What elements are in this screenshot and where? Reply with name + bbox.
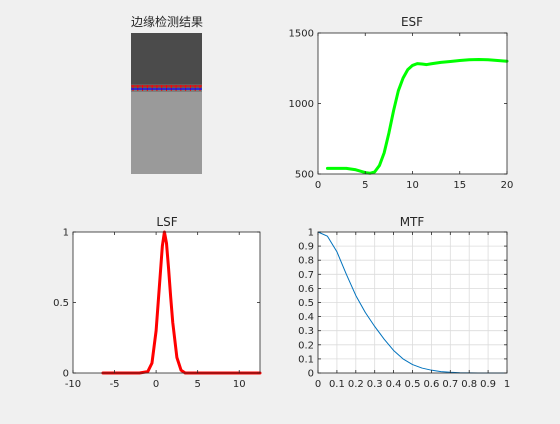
x-tick-label: -5 bbox=[110, 379, 120, 390]
edge-detection-panel: 边缘检测结果 bbox=[131, 14, 203, 174]
y-tick-label: 0.3 bbox=[298, 326, 314, 337]
y-tick-label: 0.7 bbox=[298, 270, 314, 281]
image-dark-region bbox=[131, 33, 202, 88]
edge-detection-image bbox=[131, 33, 202, 174]
x-tick-label: 0.8 bbox=[461, 379, 477, 390]
y-tick-label: 0.1 bbox=[298, 354, 314, 365]
y-tick-label: 1 bbox=[308, 228, 314, 239]
y-tick-label: 0.9 bbox=[298, 242, 314, 253]
lsf-title: LSF bbox=[156, 215, 177, 229]
mtf-panel: MTF 0 0.1 0.2 0.3 0.4 0.5 0.6 0.7 0.8 0.9 100.10.2… bbox=[298, 215, 510, 390]
x-tick-label: 0.5 bbox=[405, 379, 421, 390]
y-tick-label: 0 bbox=[63, 369, 69, 380]
x-tick-label: 20 bbox=[501, 180, 514, 191]
x-tick-label: 10 bbox=[406, 180, 419, 191]
y-tick-label: 1500 bbox=[289, 29, 314, 40]
x-tick-label: -10 bbox=[65, 379, 81, 390]
x-tick-label: 0.9 bbox=[480, 379, 496, 390]
x-tick-label: 0 bbox=[315, 379, 321, 390]
image-light-region bbox=[131, 87, 202, 174]
esf-plot-area: 0 5 10 15 20 500 1000 1500 bbox=[289, 29, 514, 192]
mtf-plot-area: 0 0.1 0.2 0.3 0.4 0.5 0.6 0.7 0.8 0.9 100.10.20.30… bbox=[298, 228, 510, 391]
mtf-title: MTF bbox=[400, 215, 425, 229]
x-tick-label: 0.7 bbox=[442, 379, 458, 390]
x-tick-label: 0.3 bbox=[367, 379, 383, 390]
edge-detection-title: 边缘检测结果 bbox=[131, 14, 203, 29]
x-tick-label: 0.4 bbox=[386, 379, 402, 390]
y-tick-label: 0 bbox=[308, 369, 314, 380]
y-tick-label: 0.5 bbox=[298, 298, 314, 309]
y-tick-label: 1 bbox=[63, 228, 69, 239]
y-tick-label: 0.5 bbox=[53, 298, 69, 309]
y-tick-label: 0.6 bbox=[298, 284, 314, 295]
y-tick-label: 0.4 bbox=[298, 312, 314, 323]
plot-background bbox=[318, 33, 507, 174]
x-tick-label: 1 bbox=[504, 379, 510, 390]
x-tick-label: 10 bbox=[233, 379, 246, 390]
x-tick-label: 5 bbox=[362, 180, 368, 191]
y-tick-label: 500 bbox=[295, 170, 314, 181]
esf-panel: ESF 0 5 10 15 20 500 1000 1500 bbox=[289, 15, 514, 191]
y-tick-label: 0.2 bbox=[298, 340, 314, 351]
x-tick-label: 0 bbox=[315, 180, 321, 191]
x-tick-label: 5 bbox=[194, 379, 200, 390]
y-tick-label: 0.8 bbox=[298, 256, 314, 267]
x-tick-label: 15 bbox=[453, 180, 466, 191]
lsf-panel: LSF -10 -5 0 5 10 0 0.5 1 bbox=[53, 215, 262, 390]
x-tick-label: 0 bbox=[153, 379, 159, 390]
x-tick-label: 0.6 bbox=[423, 379, 439, 390]
x-tick-label: 0.1 bbox=[329, 379, 345, 390]
lsf-plot-area: -10 -5 0 5 10 0 0.5 1 bbox=[53, 228, 262, 390]
series-line bbox=[325, 58, 509, 175]
y-tick-label: 1000 bbox=[289, 99, 314, 110]
esf-title: ESF bbox=[401, 15, 423, 29]
x-tick-label: 0.2 bbox=[348, 379, 364, 390]
